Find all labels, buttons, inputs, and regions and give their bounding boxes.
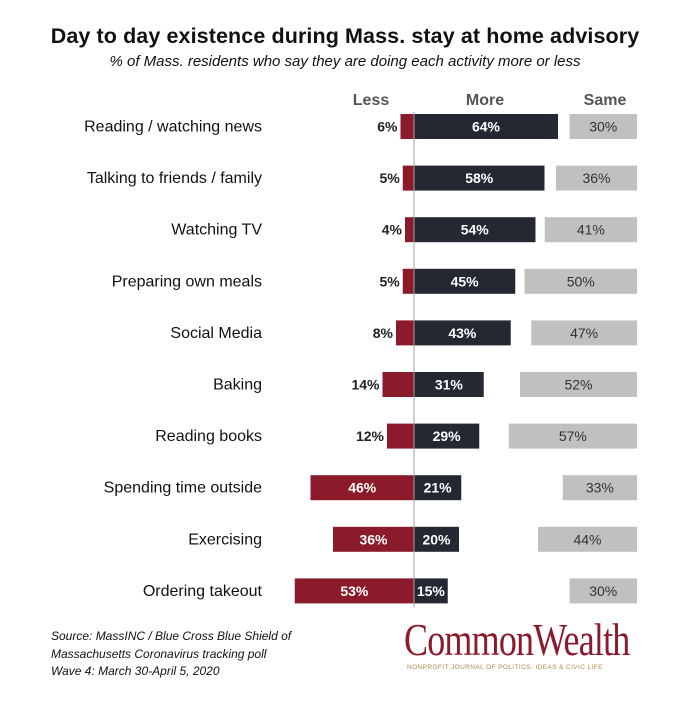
data-label-less: 14% — [351, 377, 380, 393]
source-line: Source: MassINC / Blue Cross Blue Shield… — [51, 629, 292, 643]
chart-title: Day to day existence during Mass. stay a… — [50, 24, 640, 48]
bar-less — [294, 578, 414, 604]
data-label-same: 33% — [586, 480, 614, 496]
source-line: Wave 4: March 30-April 5, 2020 — [51, 664, 220, 678]
data-label-same: 44% — [573, 531, 601, 547]
data-label-same: 50% — [567, 273, 595, 289]
data-label-more: 15% — [417, 583, 446, 599]
bar-less — [402, 165, 414, 191]
data-label-same: 52% — [564, 377, 592, 393]
data-label-same: 47% — [570, 325, 598, 341]
bar-same — [520, 372, 637, 397]
bar-same — [569, 114, 637, 139]
data-label-more: 45% — [451, 273, 480, 289]
bar-less — [402, 268, 414, 294]
data-label-same: 57% — [559, 428, 587, 444]
data-label-less: 12% — [356, 428, 385, 444]
bar-less — [405, 217, 414, 243]
data-label-more: 29% — [433, 428, 462, 444]
category-label: Reading / watching news — [84, 119, 262, 136]
category-label: Ordering takeout — [143, 583, 263, 600]
category-label: Reading books — [155, 428, 262, 445]
bar-more — [414, 526, 459, 552]
category-label: Exercising — [188, 531, 262, 548]
data-label-more: 58% — [465, 170, 494, 186]
data-label-same: 30% — [589, 583, 617, 599]
bar-less — [387, 423, 414, 449]
source-line: Massachusetts Coronavirus tracking poll — [51, 646, 267, 661]
bar-more — [414, 475, 462, 501]
bar-more — [414, 423, 480, 449]
chart-subtitle: % of Mass. residents who say they are do… — [109, 53, 581, 70]
data-label-more: 20% — [422, 531, 451, 547]
brand-name: CommonWealth — [404, 615, 630, 665]
category-label: Baking — [213, 377, 262, 394]
data-label-more: 54% — [461, 222, 490, 238]
data-label-less: 5% — [380, 170, 401, 186]
category-label: Social Media — [170, 325, 262, 342]
bar-more — [414, 320, 511, 346]
bar-same — [508, 423, 637, 449]
bar-less — [333, 526, 414, 552]
bar-same — [556, 165, 637, 191]
bar-more — [414, 268, 516, 294]
brand-logo: CommonWealth NONPROFIT JOURNAL OF POLITI… — [404, 614, 644, 671]
data-label-same: 41% — [577, 222, 605, 238]
data-label-less: 53% — [340, 583, 369, 599]
bar-same — [569, 578, 637, 604]
source-note: Source: MassINC / Blue Cross Blue Shield… — [51, 628, 291, 681]
data-label-less: 8% — [373, 325, 394, 341]
column-header-same: Same — [584, 92, 627, 109]
bar-more — [414, 165, 545, 191]
category-label: Preparing own meals — [112, 273, 262, 290]
column-header-more: More — [466, 92, 504, 109]
bar-same — [524, 268, 637, 294]
bar-more — [414, 578, 448, 604]
brand-tagline: NONPROFIT JOURNAL OF POLITICS, IDEAS & C… — [407, 664, 603, 671]
data-label-less: 6% — [377, 119, 398, 135]
bar-less — [310, 475, 414, 501]
category-label: Spending time outside — [104, 480, 262, 497]
bar-less — [396, 320, 414, 346]
bar-same — [538, 526, 637, 552]
category-label: Watching TV — [171, 222, 262, 239]
bar-more — [414, 372, 484, 397]
data-label-less: 5% — [380, 273, 401, 289]
category-label: Talking to friends / family — [87, 170, 262, 187]
data-label-same: 36% — [582, 170, 610, 186]
bar-same — [531, 320, 637, 346]
bar-more — [414, 217, 536, 243]
bar-more — [414, 114, 558, 139]
data-label-less: 4% — [382, 222, 403, 238]
column-header-less: Less — [353, 92, 390, 109]
bar-less — [400, 114, 414, 139]
data-label-more: 31% — [435, 377, 464, 393]
data-label-less: 46% — [348, 480, 377, 496]
data-label-less: 36% — [359, 531, 388, 547]
data-label-more: 64% — [472, 119, 501, 135]
bar-same — [544, 217, 637, 243]
data-label-more: 43% — [448, 325, 477, 341]
bar-less — [382, 372, 414, 397]
data-label-same: 30% — [589, 119, 617, 135]
data-label-more: 21% — [424, 480, 453, 496]
bar-same — [562, 475, 637, 501]
